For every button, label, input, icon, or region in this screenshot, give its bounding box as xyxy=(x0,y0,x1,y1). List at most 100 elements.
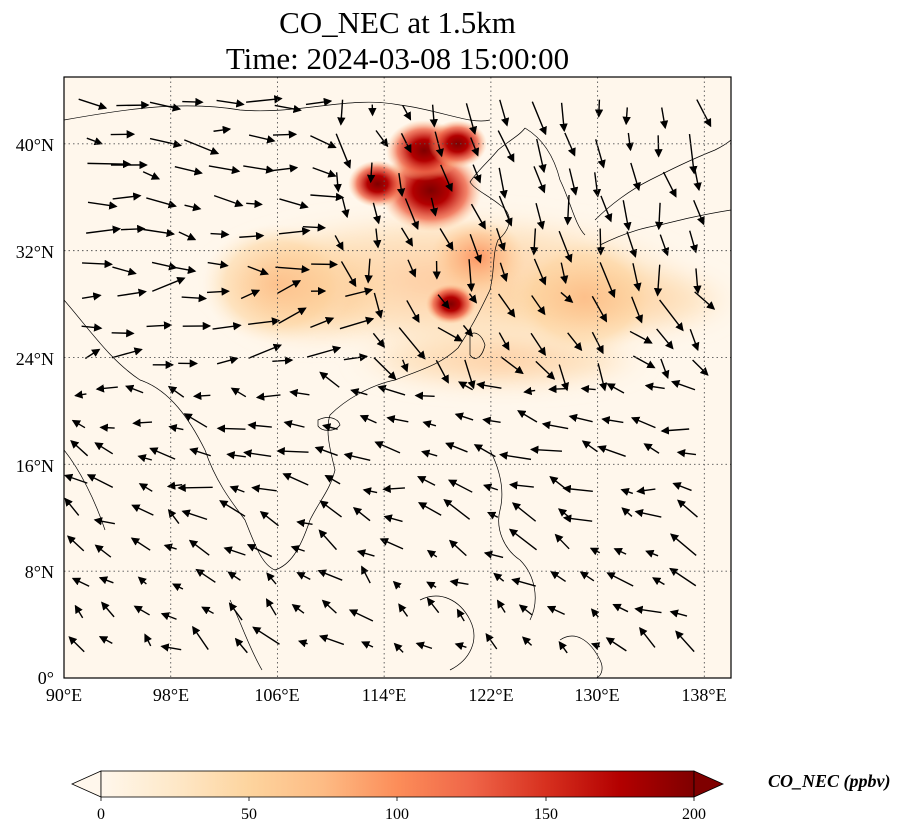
wind-vector-arrow xyxy=(470,137,480,157)
lat-tick-label: 32°N xyxy=(15,242,54,262)
wind-vector-arrow xyxy=(462,324,474,338)
wind-vector-arrow xyxy=(612,603,629,613)
wind-vector-arrow xyxy=(559,102,568,133)
wind-vector-arrow xyxy=(146,321,173,330)
wind-vector-arrow xyxy=(445,442,468,453)
wind-vector-arrow xyxy=(321,599,337,614)
wind-vector-arrow xyxy=(589,547,601,556)
wind-vector-arrow xyxy=(437,326,464,342)
wind-vector-arrow xyxy=(530,332,546,356)
wind-vector-arrow xyxy=(659,107,669,130)
wind-vector-arrow xyxy=(606,383,625,394)
wind-vector-arrow xyxy=(448,539,467,557)
wind-vector-arrow xyxy=(339,316,375,330)
wind-vector-arrow xyxy=(160,643,182,652)
wind-vector-arrow xyxy=(95,384,118,393)
wind-vector-arrow xyxy=(248,343,283,359)
wind-vector-arrow xyxy=(81,323,103,332)
wind-vector-arrow xyxy=(87,201,118,210)
wind-vector-arrow xyxy=(508,528,537,551)
wind-vector-arrow xyxy=(359,414,377,424)
wind-vector-arrow xyxy=(243,449,272,458)
wind-vector-arrow xyxy=(601,416,624,425)
wind-vector-arrow xyxy=(533,166,546,194)
wind-vector-arrow xyxy=(669,567,697,587)
wind-vector-arrow xyxy=(531,101,547,136)
wind-vector-arrow xyxy=(120,224,146,234)
wind-vector-arrow xyxy=(310,192,345,202)
wind-vector-arrow xyxy=(498,195,513,227)
wind-vector-arrow xyxy=(400,359,409,373)
wind-vector-arrow xyxy=(216,99,245,108)
wind-vector-arrow xyxy=(361,641,374,649)
lat-tick-label: 16°N xyxy=(15,456,54,476)
wind-vector-arrow xyxy=(366,162,376,184)
wind-vector-arrow xyxy=(429,104,438,128)
wind-vector-arrow xyxy=(306,345,342,358)
wind-vector-arrow xyxy=(297,639,308,648)
wind-vector-arrow xyxy=(541,421,569,430)
wind-vector-arrow xyxy=(414,391,435,401)
colorbar-tick-label: 100 xyxy=(385,806,409,823)
wind-vector-arrow xyxy=(130,537,151,551)
wind-vector-arrow xyxy=(71,577,90,587)
wind-vector-arrow xyxy=(132,418,153,427)
wind-vector-arrow xyxy=(400,133,412,154)
wind-vector-arrow xyxy=(400,227,414,247)
wind-vector-arrow xyxy=(340,261,357,288)
wind-vector-arrow xyxy=(277,280,302,294)
wind-vector-arrow xyxy=(240,289,261,300)
wind-vector-arrow xyxy=(93,517,116,526)
wind-vector-arrow xyxy=(693,167,702,192)
wind-vector-arrow xyxy=(429,197,438,217)
wind-vector-arrow xyxy=(192,625,209,650)
wind-vector-arrow xyxy=(314,446,338,457)
wind-vector-arrow xyxy=(64,473,88,484)
colorbar-extend-max xyxy=(693,770,724,798)
wind-vector-arrow xyxy=(86,137,103,146)
wind-vector-arrow xyxy=(151,261,178,271)
wind-vector-arrow xyxy=(171,583,184,592)
wind-vector-arrow xyxy=(333,172,342,193)
wind-vector-arrow xyxy=(613,547,627,556)
wind-vector-arrow xyxy=(660,358,670,380)
wind-vector-arrow xyxy=(195,568,216,583)
wind-vector-arrow xyxy=(68,636,85,653)
wind-vector-arrow xyxy=(621,507,633,517)
wind-vector-arrow xyxy=(184,203,202,212)
wind-vector-arrow xyxy=(496,599,506,613)
wind-vector-arrow xyxy=(693,199,705,226)
wind-vector-arrow xyxy=(87,159,132,169)
wind-vector-arrow xyxy=(219,500,246,517)
wind-vector-arrow xyxy=(279,198,309,210)
wind-vector-arrow xyxy=(595,139,606,169)
wind-vector-arrow xyxy=(560,291,574,303)
lon-tick-label: 122°E xyxy=(468,685,514,705)
wind-vector-arrow xyxy=(689,230,698,254)
wind-vector-arrow xyxy=(535,360,556,380)
wind-vector-arrow xyxy=(228,602,243,621)
wind-vector-arrow xyxy=(404,198,419,230)
wind-vector-arrow xyxy=(672,482,692,492)
wind-vector-arrow xyxy=(465,103,478,136)
wind-vector-arrow xyxy=(125,384,144,394)
wind-vector-arrow xyxy=(498,167,508,199)
wind-vector-arrow xyxy=(265,598,277,616)
wind-vector-arrow xyxy=(606,572,634,587)
wind-vector-arrow xyxy=(94,544,112,558)
map-subtitle-time: Time: 2024-03-08 15:00:00 xyxy=(225,41,570,76)
wind-vector-arrow xyxy=(568,168,579,196)
wind-vector-arrow xyxy=(361,565,371,584)
wind-vector-arrow xyxy=(101,601,115,618)
wind-vector-arrow xyxy=(74,604,84,619)
wind-vector-arrow xyxy=(133,605,150,616)
wind-vector-arrow xyxy=(278,307,307,325)
wind-vector-arrow xyxy=(645,549,659,558)
wind-vector-arrow xyxy=(694,291,716,310)
wind-vector-arrow xyxy=(167,385,185,398)
wind-vector-arrow xyxy=(560,262,569,285)
wind-vector-arrow xyxy=(660,426,690,435)
wind-vector-arrow xyxy=(421,449,438,458)
wind-vector-arrow xyxy=(99,423,115,432)
wind-vector-arrow xyxy=(305,97,333,107)
